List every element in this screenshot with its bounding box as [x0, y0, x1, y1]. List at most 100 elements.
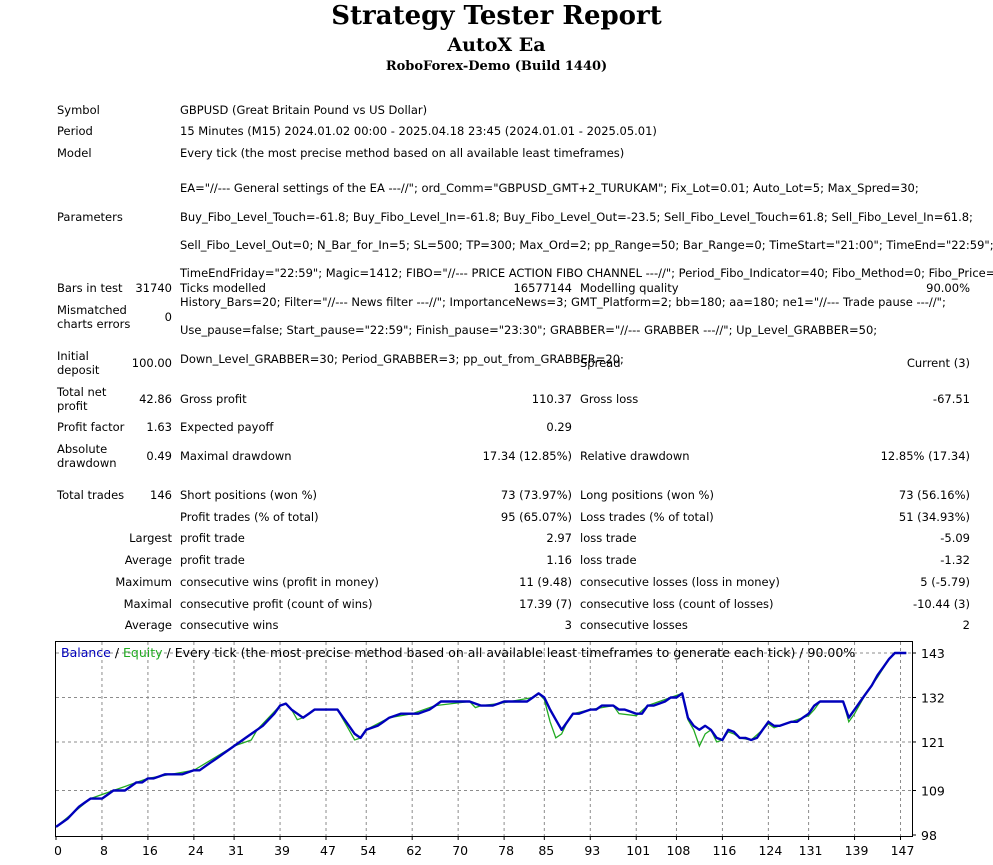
ea-name: AutoX Ea	[447, 34, 546, 56]
trades-label: Total trades	[57, 488, 125, 502]
chart-ticks: 0 8 16 24 31 39 47 54 62 70 78 85 93 101 108 116 124 131 1…	[55, 646, 945, 858]
deposit-label-2: deposit	[57, 363, 100, 377]
x-tick-label: 124	[758, 843, 782, 858]
maximal-loss-value: -10.44 (3)	[912, 597, 970, 611]
long-label: Long positions (won %)	[580, 488, 714, 502]
average-profit-value: 1.16	[546, 553, 572, 567]
legend-balance: Balance	[61, 645, 111, 660]
avg-losses-value: 2	[962, 618, 970, 632]
grossprofit-label: Gross profit	[180, 392, 247, 406]
maxdd-label: Maximal drawdown	[180, 449, 292, 463]
expected-value: 0.29	[546, 420, 572, 434]
bars-label: Bars in test	[57, 281, 123, 295]
grossprofit-value: 110.37	[531, 392, 572, 406]
parameters-line: Use_pause=false; Start_pause="22:59"; Fi…	[180, 323, 878, 338]
pf-value: 1.63	[146, 420, 172, 434]
report-title: Strategy Tester Report	[331, 1, 662, 31]
loss-trades-value: 51 (34.93%)	[898, 510, 970, 524]
absdd-label-2: drawdown	[57, 456, 117, 470]
x-tick-label: 85	[538, 843, 554, 858]
x-tick-label: 101	[626, 843, 650, 858]
x-tick-label: 31	[228, 843, 244, 858]
chart-lines	[55, 651, 907, 828]
max-losses-label: consecutive losses (loss in money)	[580, 575, 780, 589]
y-tick-label: 109	[921, 784, 945, 799]
x-tick-label: 8	[100, 843, 108, 858]
x-tick-label: 47	[320, 843, 336, 858]
period-label: Period	[57, 124, 93, 138]
largest-loss-label: loss trade	[580, 531, 637, 545]
ticks-label: Ticks modelled	[180, 281, 266, 295]
maxdd-value: 17.34 (12.85%)	[482, 449, 572, 463]
x-tick-label: 70	[452, 843, 468, 858]
y-tick-label: 98	[921, 828, 937, 843]
x-tick-label: 116	[712, 843, 736, 858]
maximal-profit-value: 17.39 (7)	[519, 597, 572, 611]
y-tick-label: 143	[921, 646, 945, 661]
x-tick-label: 93	[584, 843, 600, 858]
max-wins-label: consecutive wins (profit in money)	[180, 575, 379, 589]
mismatch-value: 0	[164, 310, 172, 324]
legend-separator: /	[111, 645, 123, 660]
x-tick-label: 108	[667, 843, 691, 858]
short-value: 73 (73.97%)	[500, 488, 572, 502]
netprofit-label-2: profit	[57, 399, 88, 413]
symbol-value: GBPUSD (Great Britain Pound vs US Dollar…	[180, 103, 428, 117]
average-loss-label: loss trade	[580, 553, 637, 567]
largest-profit-label: profit trade	[180, 531, 245, 545]
x-tick-label: 62	[406, 843, 422, 858]
grossloss-value: -67.51	[932, 392, 970, 406]
maximum-label: Maximum	[115, 575, 172, 589]
x-tick-label: 16	[142, 843, 158, 858]
avg-losses-label: consecutive losses	[580, 618, 688, 632]
maximal-loss-label: consecutive loss (count of losses)	[580, 597, 774, 611]
largest-label: Largest	[129, 531, 172, 545]
parameters-line: History_Bars=20; Filter="//--- News filt…	[180, 294, 946, 309]
maximal-label: Maximal	[123, 597, 172, 611]
y-tick-label: 132	[921, 690, 945, 705]
mismatch-label-1: Mismatched	[57, 303, 127, 317]
x-tick-label: 131	[799, 843, 823, 858]
largest-loss-value: -5.09	[940, 531, 970, 545]
average-profit-label: profit trade	[180, 553, 245, 567]
x-tick-label: 39	[274, 843, 290, 858]
ticks-value: 16577144	[513, 281, 572, 295]
parameters-line: EA="//--- General settings of the EA ---…	[180, 181, 919, 196]
absdd-value: 0.49	[146, 449, 172, 463]
mismatch-label-2: charts errors	[57, 317, 131, 331]
spread-label: Spread	[580, 356, 621, 370]
average-consec-label: Average	[124, 618, 172, 632]
x-tick-label: 78	[498, 843, 514, 858]
parameters-label: Parameters	[57, 210, 123, 224]
parameters-line: Sell_Fibo_Level_Out=0; N_Bar_for_In=5; S…	[180, 238, 993, 253]
average-label: Average	[124, 553, 172, 567]
pf-label: Profit factor	[57, 420, 125, 434]
broker-name: RoboForex-Demo (Build 1440)	[385, 59, 608, 74]
parameters-value: EA="//--- General settings of the EA ---…	[180, 167, 993, 380]
quality-value: 90.00%	[926, 281, 970, 295]
reldd-value: 12.85% (17.34)	[880, 449, 970, 463]
long-value: 73 (56.16%)	[898, 488, 970, 502]
x-tick-label: 54	[360, 843, 376, 858]
avg-wins-label: consecutive wins	[180, 618, 279, 632]
parameters-line: Down_Level_GRABBER=30; Period_GRABBER=3;…	[180, 351, 624, 366]
profit-trades-value: 95 (65.07%)	[500, 510, 572, 524]
maximal-profit-label: consecutive profit (count of wins)	[180, 597, 373, 611]
y-tick-label: 121	[921, 735, 945, 750]
netprofit-label-1: Total net	[57, 385, 107, 399]
period-value: 15 Minutes (M15) 2024.01.02 00:00 - 2025…	[180, 124, 657, 138]
avg-wins-value: 3	[564, 618, 572, 632]
deposit-value: 100.00	[131, 356, 172, 370]
spread-value: Current (3)	[906, 356, 970, 370]
symbol-label: Symbol	[57, 103, 100, 117]
model-value: Every tick (the most precise method base…	[180, 146, 625, 160]
short-label: Short positions (won %)	[180, 488, 318, 502]
balance-line	[55, 651, 907, 828]
absdd-label-1: Absolute	[57, 442, 108, 456]
chart-legend: Balance / Equity / Every tick (the most …	[61, 645, 855, 660]
largest-profit-value: 2.97	[546, 531, 572, 545]
x-tick-label: 139	[845, 843, 869, 858]
deposit-label-1: Initial	[57, 349, 89, 363]
x-tick-label: 0	[55, 843, 62, 858]
average-loss-value: -1.32	[940, 553, 970, 567]
